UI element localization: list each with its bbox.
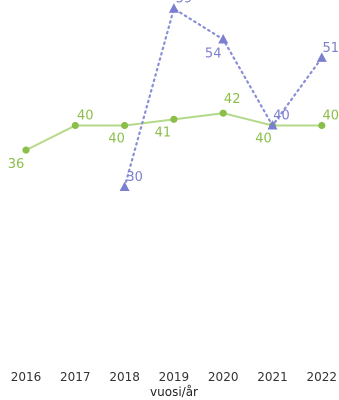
data-label: 59 — [176, 0, 193, 7]
data-label: 41 — [155, 125, 172, 140]
x-axis-title: vuosi/år — [150, 385, 198, 399]
series-2-point — [168, 3, 179, 13]
series-1-point — [22, 146, 30, 154]
x-tick-label: 2019 — [159, 370, 190, 384]
x-tick-label: 2021 — [257, 370, 288, 384]
series-2-point — [218, 34, 229, 44]
series-2-point — [119, 181, 130, 192]
data-label: 40 — [273, 109, 290, 124]
series-1-point — [71, 121, 79, 130]
series-2-point — [316, 52, 327, 62]
x-tick-label: 2017 — [60, 370, 91, 384]
series-1-point — [170, 115, 178, 123]
data-label: 40 — [108, 132, 125, 147]
data-label: 51 — [323, 41, 339, 56]
series-1-point — [219, 109, 227, 117]
x-tick-label: 2016 — [11, 370, 42, 384]
data-label: 36 — [8, 157, 25, 172]
x-tick-label: 2018 — [109, 370, 140, 384]
series-2 — [119, 3, 327, 192]
data-label: 42 — [224, 92, 241, 107]
data-label: 40 — [255, 132, 272, 147]
series-2-point — [267, 120, 278, 130]
data-label: 40 — [77, 109, 94, 124]
data-label: 54 — [205, 46, 222, 61]
series-1-point — [318, 121, 326, 130]
data-label: 30 — [126, 170, 143, 185]
series-layer — [22, 3, 327, 192]
data-labels-layer: 364040414240403059544051 — [8, 0, 339, 185]
x-tick-label: 2020 — [208, 370, 239, 384]
x-tick-label: 2022 — [307, 370, 338, 384]
x-axis: 2016 2017 2018 2019 2020 2021 2022 — [11, 370, 337, 384]
series-1-point — [121, 121, 129, 130]
data-label: 40 — [323, 109, 339, 124]
